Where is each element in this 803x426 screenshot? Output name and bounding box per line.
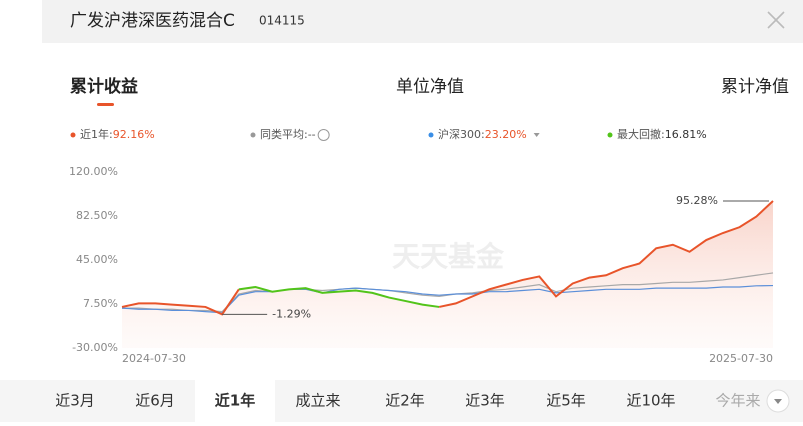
line bbox=[238, 285, 440, 308]
legend-value: 16.81% bbox=[665, 128, 707, 141]
y-tick-label: 45.00% bbox=[76, 253, 118, 266]
y-tick-label: 82.50% bbox=[76, 209, 118, 222]
tab[interactable]: 累计净值 bbox=[721, 77, 789, 97]
area bbox=[122, 201, 773, 348]
tab[interactable]: 累计收益 bbox=[70, 76, 138, 97]
legend-dot bbox=[607, 132, 613, 138]
tab[interactable]: 单位净值 bbox=[396, 77, 464, 97]
series-dropdown bbox=[533, 133, 540, 137]
x-tick-label: 2025-07-30 bbox=[709, 352, 773, 365]
period-active-bg bbox=[195, 380, 275, 422]
fund-title: 广发沪港深医药混合C bbox=[70, 11, 235, 31]
period-tab[interactable]: 近5年 bbox=[546, 392, 586, 410]
legend-dot bbox=[250, 132, 256, 138]
period-tab[interactable]: 近3年 bbox=[465, 392, 505, 410]
y-tick-label: -30.00% bbox=[72, 341, 118, 354]
period-tab[interactable]: 近3月 bbox=[55, 392, 95, 410]
legend-label: 最大回撤: bbox=[617, 127, 665, 141]
x-tick-label: 2024-07-30 bbox=[122, 352, 186, 365]
y-tick-label: 7.50% bbox=[83, 297, 118, 310]
value-label: 95.28% bbox=[676, 194, 718, 207]
legend-value: 23.20% bbox=[485, 128, 527, 141]
period-tab[interactable]: 近1年 bbox=[215, 392, 255, 410]
period-tab[interactable]: 成立来 bbox=[295, 392, 340, 410]
legend-value: 92.16% bbox=[113, 128, 155, 141]
line bbox=[438, 200, 774, 308]
legend-label: 近1年: bbox=[80, 127, 113, 141]
period-bar bbox=[0, 380, 803, 422]
close-button[interactable] bbox=[767, 11, 785, 29]
fund-code: 014115 bbox=[259, 14, 305, 28]
period-tab[interactable]: 近6月 bbox=[135, 392, 175, 410]
y-tick-label: 120.00% bbox=[69, 165, 118, 178]
legend-dot bbox=[70, 132, 76, 138]
legend-label: 同类平均:-- bbox=[260, 127, 316, 141]
dropdown-arrow bbox=[774, 399, 782, 404]
value-label: -1.29% bbox=[272, 307, 311, 320]
info-icon bbox=[317, 129, 330, 141]
period-tab[interactable]: 今年来 bbox=[715, 392, 760, 410]
watermark: 天天基金 bbox=[392, 240, 505, 273]
header-bar bbox=[42, 0, 803, 43]
period-tab[interactable]: 近2年 bbox=[385, 392, 425, 410]
period-tab[interactable]: 近10年 bbox=[626, 392, 675, 410]
legend-label: 沪深300: bbox=[438, 127, 485, 141]
line bbox=[121, 284, 774, 314]
line bbox=[121, 288, 240, 316]
legend-dot bbox=[428, 132, 434, 138]
tab-underline bbox=[97, 103, 114, 106]
